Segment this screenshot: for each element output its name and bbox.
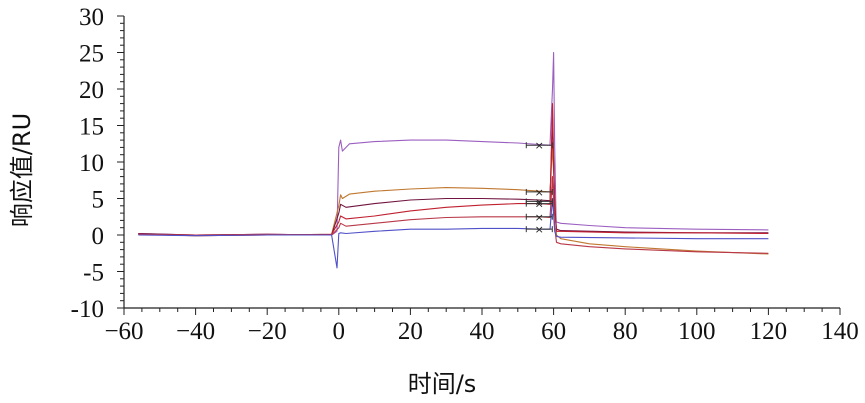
x-tick-label: −20 <box>248 318 287 345</box>
x-tick-label: 120 <box>750 318 788 345</box>
series-line-5 <box>138 176 769 254</box>
x-tick-label: 80 <box>613 318 638 345</box>
x-axis-title: 时间/s <box>408 370 477 398</box>
x-tick-label: −40 <box>176 318 215 345</box>
cursor-marker: × <box>535 139 544 152</box>
y-axis-title: 响应值/RU <box>8 113 36 227</box>
series-line-4 <box>138 103 769 237</box>
x-tick-label: 40 <box>470 318 495 345</box>
y-tick-label: 20 <box>79 77 104 104</box>
x-tick-label: 0 <box>333 318 346 345</box>
y-tick-label: -5 <box>83 260 104 287</box>
y-tick-label: 30 <box>79 4 104 31</box>
marker-layer: ×××××× <box>525 139 553 236</box>
x-axis-ticks: −60 −40 −20 0 20 40 60 80 100 120 140 <box>104 308 859 345</box>
cursor-marker: × <box>535 223 544 236</box>
x-tick-label: 60 <box>541 318 566 345</box>
cursor-marker: × <box>535 211 544 224</box>
y-axis-ticks: -10 -5 0 5 10 15 20 25 30 <box>71 4 124 323</box>
series-line-3 <box>138 117 769 236</box>
x-tick-label: 20 <box>398 318 423 345</box>
axes-layer <box>123 16 840 309</box>
series-line-6 <box>138 197 769 269</box>
series-line-2 <box>138 146 769 255</box>
series-layer <box>138 51 769 269</box>
y-tick-label: 10 <box>79 150 104 177</box>
cursor-marker: × <box>535 186 544 199</box>
cursor-marker: × <box>535 198 544 211</box>
x-tick-label: 100 <box>678 318 716 345</box>
y-tick-label: 0 <box>92 223 105 250</box>
y-tick-label: 5 <box>92 187 105 214</box>
x-tick-label: −60 <box>104 318 143 345</box>
y-tick-label: -10 <box>71 296 104 323</box>
cursor-marker: × <box>535 195 544 208</box>
x-tick-label: 140 <box>821 318 859 345</box>
y-tick-label: 25 <box>79 41 104 68</box>
y-tick-label: 15 <box>79 114 104 141</box>
series-line-1 <box>138 51 769 236</box>
